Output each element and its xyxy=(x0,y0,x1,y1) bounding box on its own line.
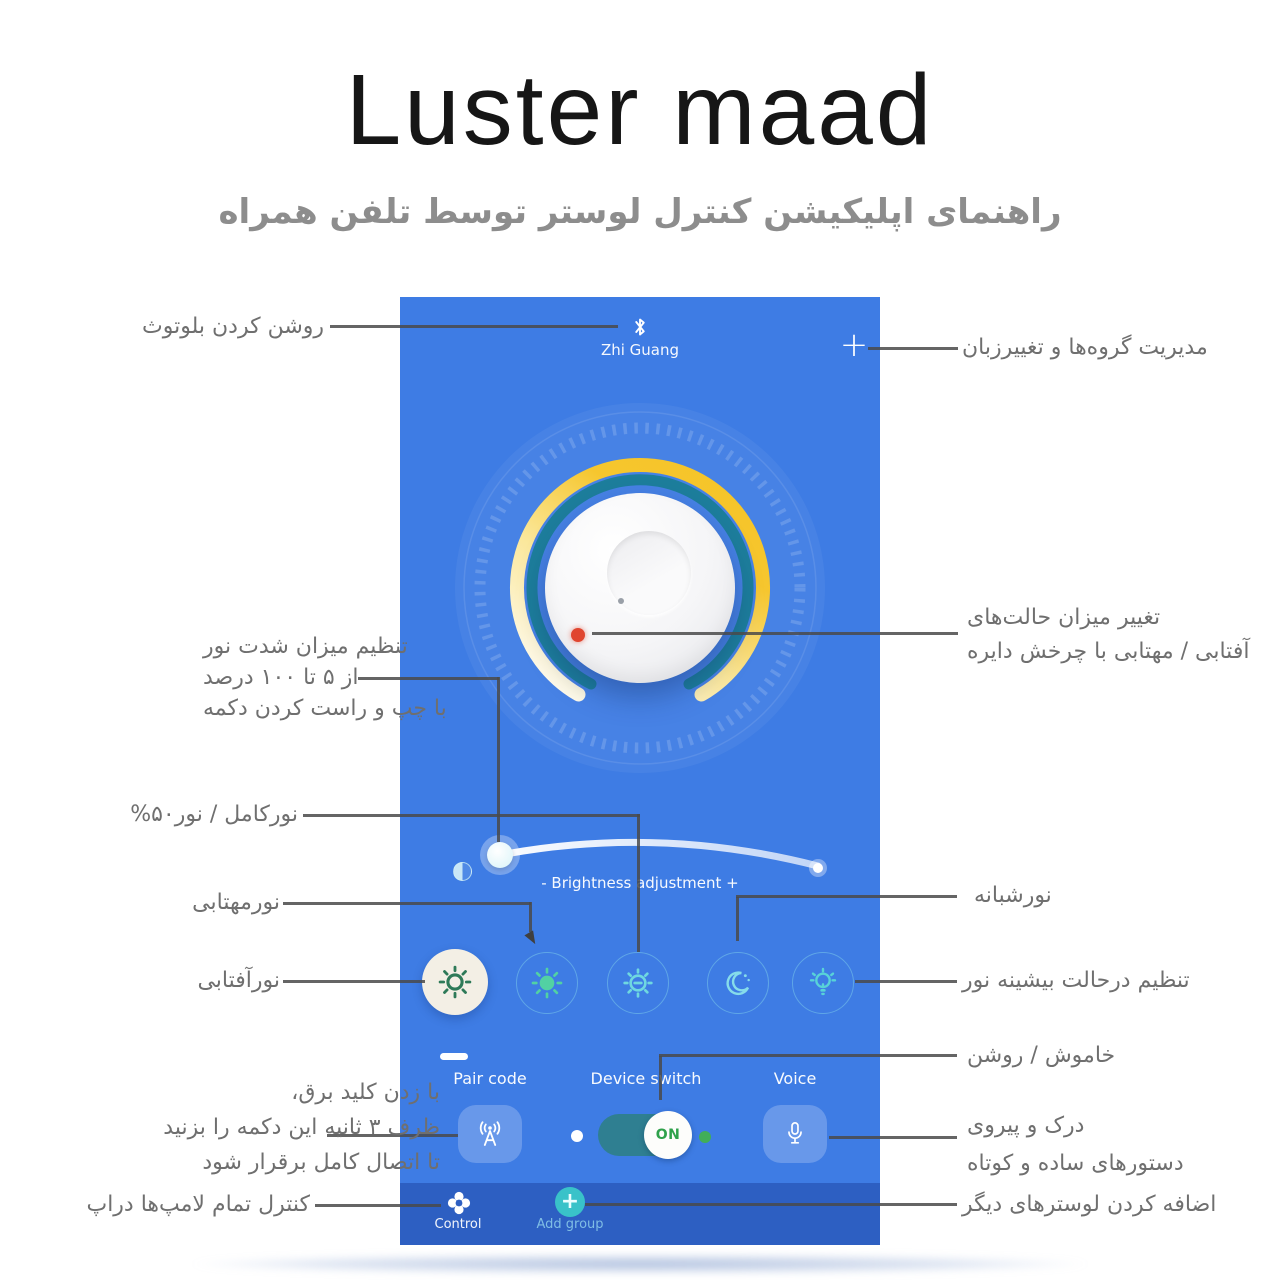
phone-app: Zhi Guang + - Brightness adjustment + xyxy=(400,297,880,1245)
moon-night-icon xyxy=(726,971,750,996)
annotation-full-light: نورکامل / نور۵۰% xyxy=(130,802,298,827)
brightness-slider-handle[interactable] xyxy=(487,842,513,868)
connector-control-all xyxy=(315,1204,441,1207)
device-switch-label: Device switch xyxy=(590,1069,702,1088)
sheet-handle[interactable] xyxy=(440,1053,468,1060)
annotation-intensity: تنظیم میزان شدت نور از ۵ تا ۱۰۰ درصد با … xyxy=(203,634,447,721)
rotary-dial[interactable] xyxy=(545,493,735,683)
bluetooth-icon[interactable] xyxy=(632,317,648,337)
annotation-voice: درک و پیروی دستورهای ساده و کوتاه xyxy=(967,1113,1184,1176)
connector-pair xyxy=(327,1134,458,1137)
mode-button-sun-warm[interactable] xyxy=(422,949,488,1015)
connector-dial xyxy=(592,632,958,635)
mode-button-moon[interactable] xyxy=(707,952,769,1014)
pair-code-button[interactable] xyxy=(458,1105,522,1163)
connector-night-h xyxy=(736,895,957,898)
voice-label: Voice xyxy=(773,1069,817,1088)
control-tab-icon[interactable] xyxy=(445,1189,473,1217)
switch-off-dot xyxy=(571,1130,583,1142)
connector-onoff-h xyxy=(659,1054,957,1057)
microphone-icon xyxy=(788,1122,802,1144)
brightness-min-icon xyxy=(453,862,472,881)
annotation-groups: مدیریت گروه‌ها و تغییرزبان xyxy=(962,335,1208,360)
annotation-moon-light: نورمهتابی xyxy=(192,890,280,915)
antenna-icon xyxy=(479,1121,501,1146)
bottom-tab-bar: Control + Add group xyxy=(400,1183,880,1245)
connector-moonlight-v xyxy=(529,902,532,932)
connector-groups xyxy=(868,347,958,350)
dial-indicator-dot xyxy=(571,628,585,642)
connector-maxlight xyxy=(855,980,957,983)
phone-drop-shadow xyxy=(60,1251,1220,1277)
device-switch-knob[interactable]: ON xyxy=(644,1111,692,1159)
connector-addmore xyxy=(585,1203,957,1206)
sun-warm-icon xyxy=(438,965,472,999)
page-subtitle: راهنمای اپلیکیشن کنترل لوستر توسط تلفن ه… xyxy=(218,192,1062,232)
connector-bluetooth xyxy=(330,325,618,328)
device-name: Zhi Guang xyxy=(600,341,680,359)
connector-onoff-v xyxy=(659,1056,662,1100)
annotation-night: نورشبانه xyxy=(974,883,1052,908)
connector-fulllight-v xyxy=(637,814,640,952)
sun-half-icon xyxy=(623,968,653,998)
sun-filled-icon xyxy=(531,967,563,999)
mode-button-bulb[interactable] xyxy=(792,952,854,1014)
connector-voice xyxy=(829,1136,957,1139)
annotation-max-light: تنظیم درحالت بیشینه نور xyxy=(962,968,1190,993)
annotation-add-more: اضافه کردن لوسترهای دیگر xyxy=(962,1192,1217,1217)
tab-control[interactable]: Control xyxy=(434,1217,482,1232)
dial-graphic xyxy=(455,403,825,870)
connector-intensity-h xyxy=(358,677,499,680)
voice-button[interactable] xyxy=(763,1105,827,1163)
connector-sunlight xyxy=(283,980,425,983)
pair-code-label: Pair code xyxy=(453,1069,527,1088)
annotation-sun-light: نورآفتابی xyxy=(197,968,280,993)
annotation-control-all: کنترل تمام لامپ‌ها دراپ xyxy=(86,1192,310,1217)
mode-button-sun-half[interactable] xyxy=(607,952,669,1014)
connector-fulllight-h xyxy=(303,814,640,817)
add-group-button[interactable]: + xyxy=(839,325,869,365)
connector-intensity-v xyxy=(497,677,500,842)
annotation-dial: تغییر میزان حالت‌های آفتابی / مهتابی با … xyxy=(967,605,1250,664)
dial-center-dot xyxy=(618,598,624,604)
mode-button-sun-filled[interactable] xyxy=(516,952,578,1014)
connector-night-v xyxy=(736,897,739,941)
brightness-caption: - Brightness adjustment + xyxy=(541,874,739,892)
add-group-tab-icon[interactable]: + xyxy=(555,1187,585,1217)
switch-on-dot xyxy=(699,1131,711,1143)
brightness-max-dot xyxy=(813,863,823,873)
annotation-pair: با زدن کلید برق، ظرف ۳ ثانیه این دکمه را… xyxy=(163,1080,440,1175)
tab-add-group[interactable]: Add group xyxy=(536,1217,604,1232)
connector-moonlight-h xyxy=(283,902,531,905)
annotation-on-off: خاموش / روشن xyxy=(967,1043,1116,1068)
page-title: Luster maad xyxy=(345,54,935,166)
bulb-max-icon xyxy=(809,967,837,996)
annotation-bluetooth: روشن کردن بلوتوث xyxy=(142,314,324,339)
